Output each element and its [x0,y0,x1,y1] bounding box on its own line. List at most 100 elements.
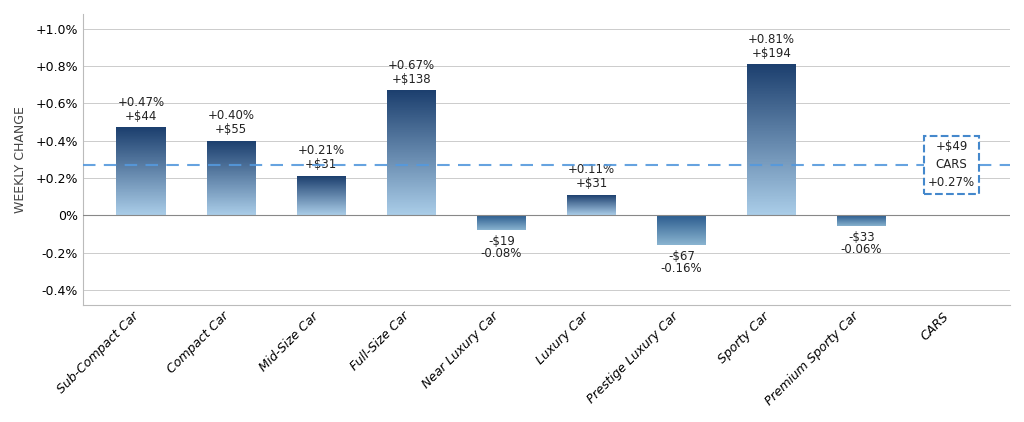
Bar [746,180,797,181]
Bar [746,101,797,102]
Bar [746,173,797,174]
Bar [117,152,166,153]
Bar [207,155,256,156]
Bar [387,190,436,191]
Bar [117,188,166,189]
Bar [746,70,797,71]
Bar [387,92,436,93]
Bar [387,202,436,203]
Bar [746,172,797,173]
Bar [117,201,166,202]
Bar [117,186,166,187]
Bar [387,196,436,197]
Bar [207,208,256,209]
Bar [387,154,436,155]
Bar [207,151,256,152]
Bar [387,104,436,105]
Bar [746,158,797,160]
Bar [117,153,166,154]
Bar [387,166,436,167]
Bar [746,205,797,206]
Bar [746,112,797,114]
Bar [117,195,166,196]
Bar [746,137,797,138]
Bar [746,169,797,170]
Bar [117,173,166,174]
Bar [746,126,797,127]
Bar [387,180,436,181]
Bar [387,209,436,210]
Bar [207,184,256,185]
Bar [117,179,166,180]
Bar [117,190,166,191]
Bar [207,173,256,174]
Bar [207,157,256,158]
Bar [387,127,436,128]
Bar [387,148,436,149]
Bar [746,125,797,126]
Bar [387,211,436,212]
Text: +0.21%: +0.21% [298,144,345,157]
Bar [117,178,166,179]
Bar [746,165,797,166]
Bar [746,185,797,186]
Bar [387,119,436,120]
Bar [207,186,256,187]
Bar [117,209,166,210]
Bar [207,210,256,211]
Bar [746,211,797,212]
Bar [746,120,797,121]
Bar [387,132,436,133]
Bar [387,94,436,95]
Bar [207,179,256,180]
Bar [387,183,436,184]
Bar [117,203,166,204]
Bar [746,187,797,188]
Bar [207,159,256,160]
Bar [207,193,256,194]
Bar [387,150,436,151]
Bar [746,197,797,198]
Bar [117,131,166,132]
Bar [117,177,166,178]
Bar [746,103,797,104]
Bar [387,168,436,169]
Bar [117,136,166,137]
Bar [387,178,436,179]
Bar [207,166,256,167]
Bar [207,204,256,205]
Bar [117,135,166,136]
Bar [387,192,436,193]
Bar [117,189,166,190]
Bar [746,109,797,110]
Bar [746,69,797,70]
Bar [746,108,797,110]
Bar [387,125,436,126]
Bar [746,198,797,199]
Bar [117,174,166,175]
Bar [746,100,797,101]
Bar [117,143,166,144]
Bar [746,157,797,158]
Bar [207,197,256,198]
Bar [387,154,436,155]
Bar [387,171,436,172]
Bar [746,154,797,155]
Bar [746,139,797,140]
Bar [746,192,797,193]
Text: +0.67%: +0.67% [388,59,435,72]
Bar [117,167,166,168]
Bar [387,105,436,106]
Bar [387,127,436,128]
Bar [117,141,166,142]
Bar [117,172,166,173]
Bar [207,147,256,148]
Bar [207,187,256,188]
Bar [387,120,436,121]
Bar [387,164,436,165]
Bar [387,157,436,158]
Bar [207,162,256,163]
Bar [387,183,436,184]
Bar [207,171,256,172]
Bar [746,72,797,73]
